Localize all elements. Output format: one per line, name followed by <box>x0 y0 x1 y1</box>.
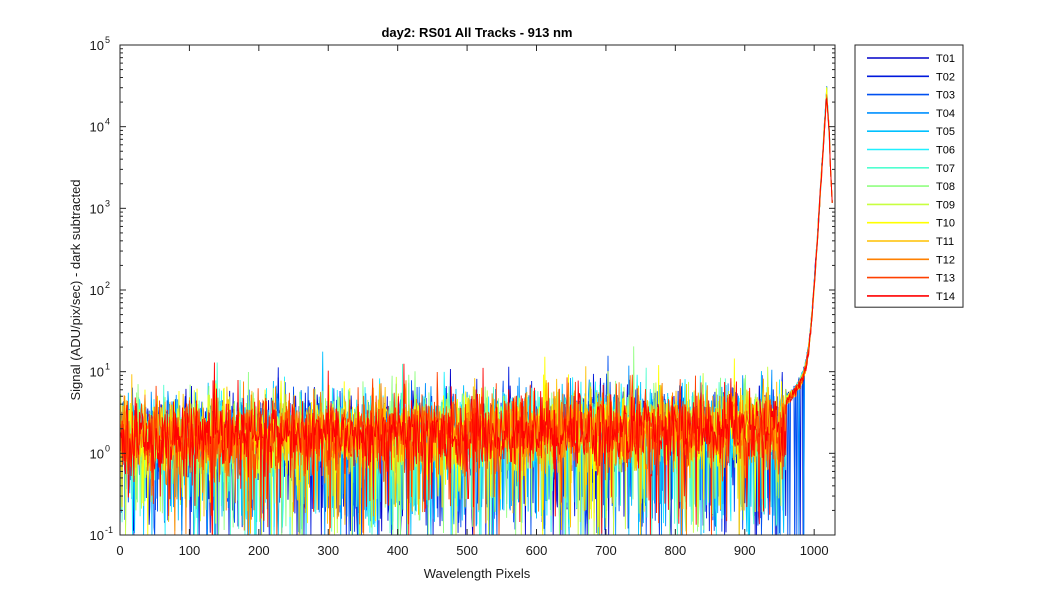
y-tick-label: 10 <box>90 446 104 461</box>
legend-label-T10: T10 <box>936 218 955 230</box>
y-tick-label: 10 <box>90 120 104 135</box>
chart-title: day2: RS01 All Tracks - 913 nm <box>381 25 572 40</box>
legend-label-T06: T06 <box>936 145 955 157</box>
legend-label-T07: T07 <box>936 163 955 175</box>
y-tick-label: 10 <box>90 365 104 380</box>
x-tick-label: 300 <box>317 543 339 558</box>
x-tick-label: 900 <box>734 543 756 558</box>
legend-label-T13: T13 <box>936 273 955 285</box>
x-tick-label: 700 <box>595 543 617 558</box>
y-tick-exponent: 1 <box>105 362 110 372</box>
x-tick-label: 800 <box>664 543 686 558</box>
y-axis-label: Signal (ADU/pix/sec) - dark subtracted <box>68 179 83 400</box>
series-line-T14 <box>120 98 833 535</box>
y-tick-exponent: 2 <box>105 280 110 290</box>
y-tick-exponent: 4 <box>105 117 110 127</box>
legend-label-T05: T05 <box>936 126 955 138</box>
y-tick-exponent: 0 <box>105 443 110 453</box>
x-tick-label: 500 <box>456 543 478 558</box>
legend-label-T04: T04 <box>936 108 955 120</box>
y-tick-label: 10 <box>90 201 104 216</box>
x-tick-label: 100 <box>179 543 201 558</box>
y-tick-exponent: 3 <box>105 198 110 208</box>
x-tick-label: 0 <box>116 543 123 558</box>
series-layer <box>120 86 833 535</box>
x-tick-label: 1000 <box>800 543 829 558</box>
legend-box <box>854 44 964 308</box>
x-axis-label: Wavelength Pixels <box>424 566 531 581</box>
x-tick-label: 400 <box>387 543 409 558</box>
x-tick-label: 600 <box>526 543 548 558</box>
y-tick-label: 10 <box>90 528 104 543</box>
legend-label-T03: T03 <box>936 90 955 102</box>
y-tick-label: 10 <box>90 38 104 53</box>
legend-label-T12: T12 <box>936 254 955 266</box>
legend: T01 T02 T03 T04 T05 T06 T07 T08 T09 T10 T11 T12 T13 T… <box>854 44 964 308</box>
legend-label-T09: T09 <box>936 199 955 211</box>
legend-label-T08: T08 <box>936 181 955 193</box>
x-tick-label: 200 <box>248 543 270 558</box>
y-tick-exponent: -1 <box>105 525 113 535</box>
legend-label-T14: T14 <box>936 291 955 303</box>
legend-label-T01: T01 <box>936 53 955 65</box>
y-tick-label: 10 <box>90 283 104 298</box>
legend-label-T11: T11 <box>936 236 954 248</box>
y-tick-exponent: 5 <box>105 35 110 45</box>
legend-label-T02: T02 <box>936 71 955 83</box>
